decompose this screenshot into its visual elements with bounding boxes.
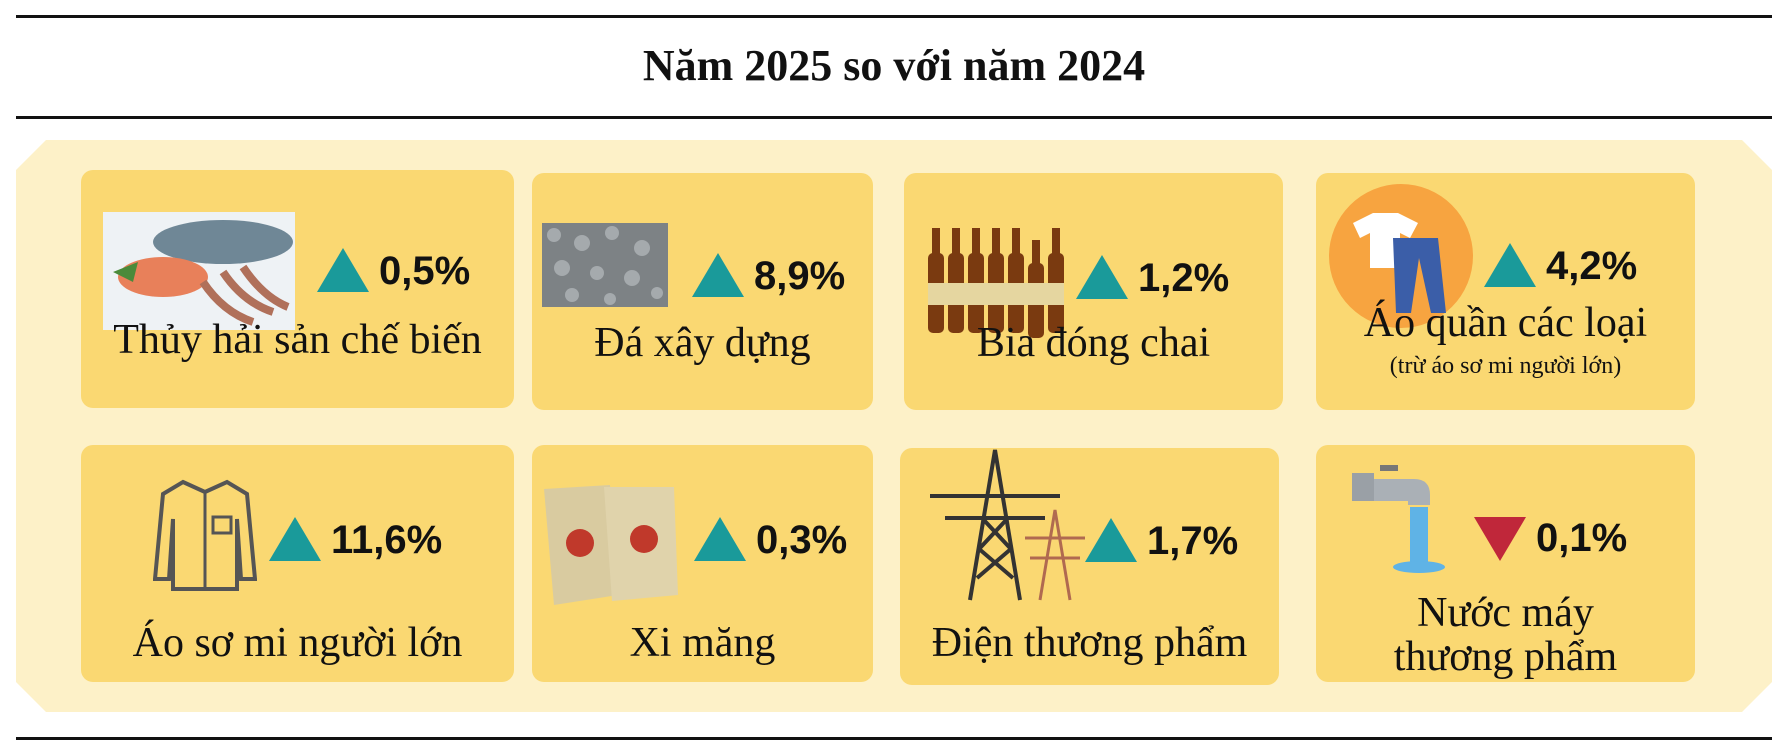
shirt-icon — [153, 479, 257, 591]
pylon-icon — [930, 449, 1085, 601]
card: 0,5% Thủy hải sản chế biến — [81, 170, 514, 408]
triangle — [317, 248, 369, 292]
card: 1,7% Điện thương phẩm — [900, 448, 1279, 685]
triangle — [1484, 243, 1536, 287]
triangle — [692, 253, 744, 297]
label: Bia đóng chai — [976, 320, 1211, 366]
change: 11,6% — [269, 517, 442, 563]
beer-icon — [928, 228, 1064, 338]
label: Nước máy thương phẩm — [1393, 590, 1618, 680]
direction-arrow — [317, 248, 369, 292]
cement-icon — [544, 485, 678, 605]
direction-arrow — [1484, 243, 1536, 287]
change: 4,2% — [1484, 243, 1637, 289]
change: 0,5% — [317, 248, 470, 294]
change-value: 4,2% — [1546, 243, 1638, 288]
change-value: 0,1% — [1536, 515, 1628, 560]
title: Năm 2025 so với năm 2024 — [642, 41, 1146, 90]
change-value: 11,6% — [331, 517, 443, 562]
direction-arrow — [1474, 517, 1526, 561]
change-value: 0,5% — [379, 248, 471, 293]
label: Điện thương phẩm — [931, 620, 1248, 666]
card: 0,1% Nước máy thương phẩm — [1316, 445, 1695, 682]
label: Áo quần các loại — [1363, 300, 1648, 346]
rule — [16, 737, 1772, 740]
fish-icon — [103, 212, 295, 330]
clothes-icon — [1329, 184, 1473, 328]
direction-arrow — [269, 517, 321, 561]
triangle — [1474, 517, 1526, 561]
stone-icon — [542, 223, 668, 307]
label: Xi măng — [629, 620, 776, 666]
change-value: 0,3% — [756, 517, 848, 562]
triangle — [1076, 255, 1128, 299]
change: 0,1% — [1474, 515, 1627, 561]
label: Thủy hải sản chế biến — [113, 317, 482, 363]
card: 4,2% Áo quần các loại (trừ áo sơ mi ngườ… — [1316, 173, 1695, 410]
triangle — [694, 517, 746, 561]
label: Áo sơ mi người lớn — [132, 620, 463, 666]
tap-icon — [1352, 465, 1445, 573]
card: 8,9% Đá xây dựng — [532, 173, 873, 410]
triangle — [1085, 518, 1137, 562]
change: 8,9% — [692, 253, 845, 299]
direction-arrow — [1076, 255, 1128, 299]
direction-arrow — [1085, 518, 1137, 562]
change-value: 1,7% — [1147, 518, 1239, 563]
change: 1,2% — [1076, 255, 1229, 301]
direction-arrow — [694, 517, 746, 561]
rule — [16, 15, 1772, 18]
change-value: 1,2% — [1138, 255, 1230, 300]
rule — [16, 116, 1772, 119]
direction-arrow — [692, 253, 744, 297]
card: 0,3% Xi măng — [532, 445, 873, 682]
card: 11,6% Áo sơ mi người lớn — [81, 445, 514, 682]
sublabel: (trừ áo sơ mi người lớn) — [1389, 353, 1622, 379]
change: 1,7% — [1085, 518, 1238, 564]
triangle — [269, 517, 321, 561]
card: 1,2% Bia đóng chai — [904, 173, 1283, 410]
label: Đá xây dựng — [594, 320, 811, 366]
change-value: 8,9% — [754, 253, 846, 298]
change: 0,3% — [694, 517, 847, 563]
